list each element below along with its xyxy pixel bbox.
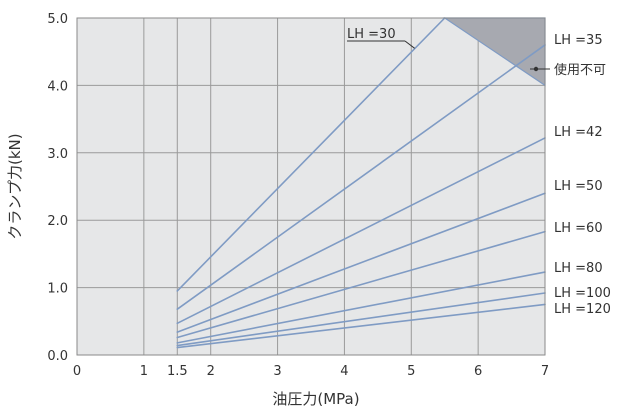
- series-label-8: LH =120: [554, 302, 611, 317]
- series-line-7: [176, 292, 546, 347]
- series-label-7: LH =100: [554, 286, 611, 301]
- y-tick-label: 4.0: [47, 79, 68, 94]
- series-label-4: LH =50: [554, 179, 603, 194]
- y-axis-title: クランプ力(kN): [6, 133, 24, 239]
- series-line-2: [176, 44, 546, 310]
- x-tick-label: 3: [273, 364, 281, 379]
- x-tick-label: 2: [207, 364, 215, 379]
- tick-labels: 0 1 1.5 2 3 4 5 6 7 0.0 1.0 2.0 3.0 4.0 5.0: [47, 12, 549, 379]
- x-tick-label: 0: [73, 364, 81, 379]
- x-tick-label: 1: [140, 364, 148, 379]
- y-tick-label: 2.0: [47, 214, 68, 229]
- series-line-5: [176, 230, 546, 339]
- series-label-1-leader: [404, 40, 415, 49]
- y-tick-label: 1.0: [47, 282, 68, 297]
- forbidden-region-label: 使用不可: [554, 62, 606, 78]
- y-tick-label: 0.0: [47, 349, 68, 364]
- grid-lines: [77, 18, 545, 355]
- x-tick-label: 7: [541, 364, 549, 379]
- series-label-3: LH =42: [554, 125, 603, 140]
- series-line-6: [176, 271, 546, 344]
- x-tick-label: 4: [340, 364, 348, 379]
- series-line-4: [176, 192, 546, 333]
- series-label-2: LH =35: [554, 33, 603, 48]
- x-tick-label: 5: [407, 364, 415, 379]
- y-tick-label: 5.0: [47, 12, 68, 27]
- series-line-8: [176, 303, 546, 349]
- y-tick-label: 3.0: [47, 147, 68, 162]
- x-tick-label: 6: [474, 364, 482, 379]
- series-lines: [176, 17, 546, 349]
- plot-background: [77, 18, 545, 355]
- series-labels: LH =30 LH =35 LH =42 LH =50 LH =60 LH =80 LH =…: [347, 27, 611, 317]
- x-tick-label: 1.5: [167, 364, 188, 379]
- series-line-3: [176, 137, 546, 325]
- series-label-1: LH =30: [347, 27, 396, 42]
- series-label-5: LH =60: [554, 221, 603, 236]
- series-label-6: LH =80: [554, 261, 603, 276]
- x-axis-title: 油圧力(MPa): [272, 390, 359, 408]
- forbidden-annotation-dot: [533, 66, 539, 72]
- series-line-1: [176, 17, 446, 292]
- plot-frame: [76, 17, 546, 356]
